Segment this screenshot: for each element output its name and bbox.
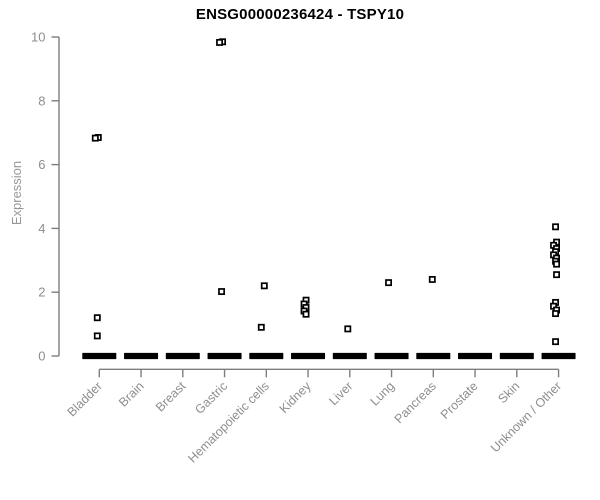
x-category-label: Liver (326, 379, 355, 408)
zero-band (82, 352, 117, 360)
x-category-label: Kidney (277, 379, 314, 416)
data-point (216, 38, 223, 46)
data-point (552, 223, 560, 231)
y-tick-label: 8 (38, 93, 45, 108)
zero-band (165, 352, 200, 360)
x-category-label: Pancreas (392, 379, 439, 426)
y-tick-label: 6 (38, 157, 45, 172)
data-point (553, 260, 561, 268)
chart-title: ENSG00000236424 - TSPY10 (195, 6, 405, 23)
zero-band (332, 352, 367, 360)
zero-band (499, 352, 534, 360)
zero-band (291, 352, 326, 360)
y-tick-label: 10 (31, 30, 45, 45)
data-point (552, 338, 560, 346)
x-category-label: Bladder (65, 379, 105, 419)
data-point (260, 282, 268, 290)
zero-band (541, 352, 576, 360)
data-point (257, 323, 265, 331)
data-point (91, 134, 99, 142)
zero-band (124, 352, 159, 360)
data-point (428, 275, 436, 283)
x-category-label: Prostate (438, 379, 481, 422)
x-category-label: Gastric (192, 379, 230, 417)
x-category-label: Breast (153, 379, 189, 415)
data-point (93, 314, 101, 322)
data-point (553, 271, 561, 279)
zero-band (249, 352, 284, 360)
data-point (385, 279, 393, 287)
zero-band (458, 352, 493, 360)
x-category-label: Lung (368, 379, 398, 409)
zero-band (207, 352, 242, 360)
x-category-label: Brain (116, 379, 147, 410)
y-tick-label: 2 (38, 285, 45, 300)
data-point (344, 325, 352, 333)
data-point (218, 288, 225, 296)
zero-band (416, 352, 451, 360)
data-point (93, 332, 101, 340)
x-category-label: Skin (495, 379, 522, 406)
x-category-label: Unknown / Other (488, 379, 564, 455)
data-point (302, 310, 310, 318)
data-point (552, 310, 560, 318)
x-category-label: Hematopoietic cells (185, 379, 272, 466)
y-tick-label: 4 (38, 221, 45, 236)
y-tick-label: 0 (38, 349, 45, 364)
zero-band (374, 352, 409, 360)
